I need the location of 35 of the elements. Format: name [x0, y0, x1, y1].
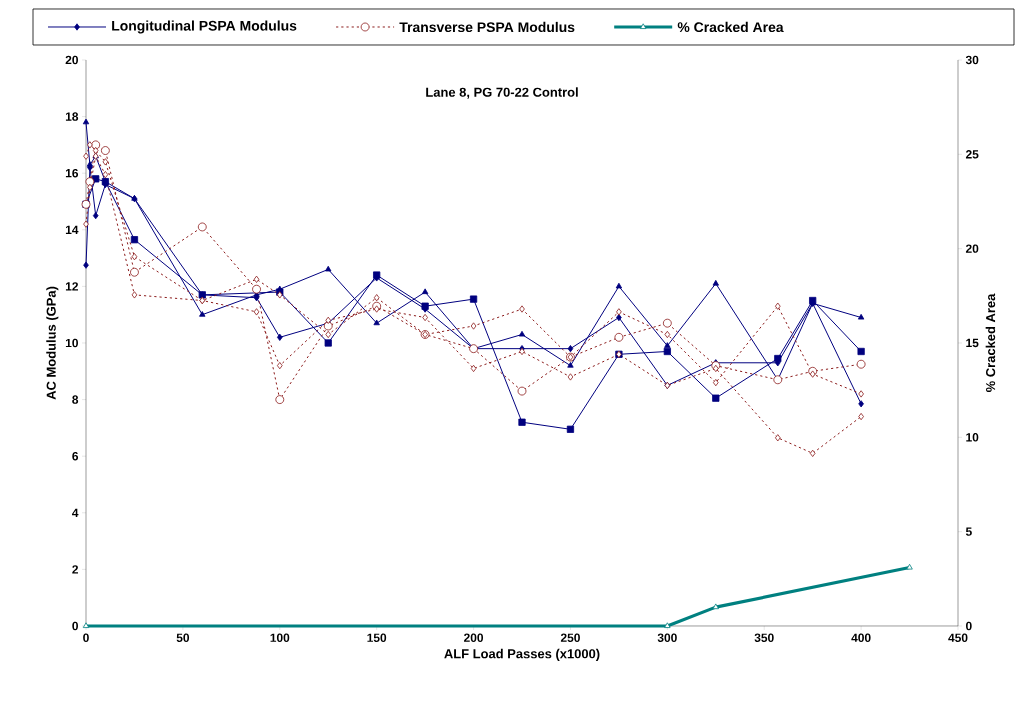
y2-tick-label: 30	[965, 55, 979, 65]
x-tick-label: 200	[464, 633, 484, 642]
x-tick-label: 400	[851, 633, 871, 642]
y2-tick-label: 5	[965, 527, 972, 536]
x-tick-label: 250	[560, 633, 580, 642]
x-tick-label: 350	[754, 633, 774, 642]
x-axis-title: ALF Load Passes (x1000)	[444, 648, 600, 661]
y-tick-label: 0	[72, 621, 78, 631]
y-tick-label: 10	[65, 338, 78, 348]
legend-label: Longitudinal PSPA Modulus	[112, 20, 297, 34]
y-tick-label: 14	[65, 225, 79, 234]
x-tick-label: 50	[176, 633, 190, 642]
y2-tick-label: 25	[965, 150, 979, 159]
y2-tick-label: 10	[966, 433, 979, 442]
y-tick-label: 18	[65, 112, 79, 121]
x-tick-label: 150	[367, 633, 387, 642]
x-tick-label: 100	[270, 633, 290, 642]
y-axis-title: AC Modulus (GPa)	[46, 286, 59, 400]
legend-label: Transverse PSPA Modulus	[399, 21, 575, 33]
y-tick-label: 2	[72, 565, 79, 574]
y-tick-label: 6	[72, 451, 79, 461]
y2-tick-label: 20	[965, 244, 979, 253]
y-tick-label: 12	[65, 282, 79, 291]
y-tick-label: 20	[65, 55, 78, 65]
y-tick-label: 8	[72, 395, 79, 404]
x-tick-label: 0	[83, 633, 89, 642]
y2-axis-title: % Cracked Area	[985, 293, 996, 392]
y2-tick-label: 15	[966, 338, 979, 348]
y-tick-label: 16	[65, 168, 79, 178]
text: Lane 8, PG 70-22 Control	[426, 87, 578, 99]
legend-label: % Cracked Area	[677, 21, 784, 33]
x-tick-label: 450	[948, 633, 968, 642]
x-tick-label: 300	[657, 633, 677, 642]
y2-tick-label: 0	[966, 621, 972, 631]
y-tick-label: 4	[72, 508, 79, 517]
